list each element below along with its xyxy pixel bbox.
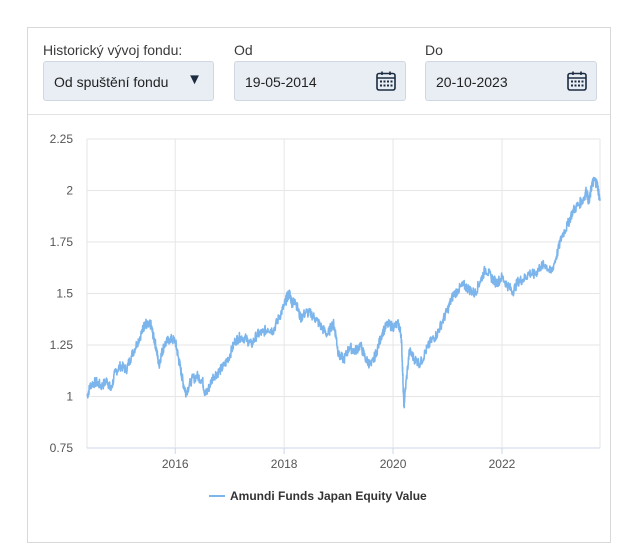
calendar-icon[interactable] (375, 70, 397, 92)
from-date-field[interactable]: 19-05-2014 (234, 61, 406, 101)
calendar-icon[interactable] (566, 70, 588, 92)
to-date-value: 20-10-2023 (436, 74, 508, 90)
price-history-chart: 0.75 1 1.25 1.5 1.75 2 2.25 2016 2018 2020 2022 Amu… (50, 132, 601, 503)
y-tick-label: 1.5 (56, 287, 73, 301)
to-date-field[interactable]: 20-10-2023 (425, 61, 597, 101)
x-tick-label: 2018 (271, 457, 298, 471)
from-date-value: 19-05-2014 (245, 74, 317, 90)
y-tick-label: 1 (66, 390, 73, 404)
y-tick-label: 1.75 (50, 235, 74, 249)
x-tick-label: 2016 (162, 457, 189, 471)
fund-history-panel: Historický vývoj fondu: Od spuštění fond… (27, 27, 611, 543)
filter-bar: Historický vývoj fondu: Od spuštění fond… (28, 28, 610, 115)
series-line (86, 176, 601, 409)
caret-down-icon: ▼ (187, 71, 202, 88)
y-tick-label: 2 (66, 184, 73, 198)
legend-label: Amundi Funds Japan Equity Value (230, 489, 427, 503)
from-label: Od (234, 42, 253, 58)
x-tick-label: 2020 (380, 457, 407, 471)
history-period-value: Od spuštění fondu (54, 74, 169, 90)
y-tick-label: 1.25 (50, 338, 74, 352)
x-tick-label: 2022 (489, 457, 516, 471)
history-period-select[interactable]: Od spuštění fondu ▼ (43, 61, 214, 101)
y-tick-label: 0.75 (50, 441, 74, 455)
y-tick-label: 2.25 (50, 132, 74, 146)
history-label: Historický vývoj fondu: (43, 42, 183, 58)
to-label: Do (425, 42, 443, 58)
